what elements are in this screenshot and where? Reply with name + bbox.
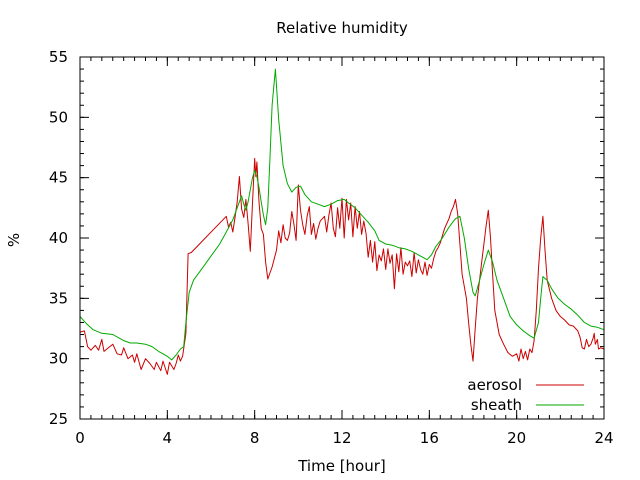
series-line-sheath xyxy=(79,68,605,361)
series-line-aerosol xyxy=(79,157,605,375)
x-tick-label: 24 xyxy=(594,429,613,447)
series-layer xyxy=(79,68,605,375)
y-tick-label: 55 xyxy=(49,48,68,66)
x-tick-label: 8 xyxy=(250,429,260,447)
chart-title: Relative humidity xyxy=(276,19,408,37)
y-tick-label: 30 xyxy=(49,350,68,368)
legend: aerosol sheath xyxy=(467,376,584,414)
x-tick-label: 12 xyxy=(332,429,351,447)
y-tick-label: 45 xyxy=(49,169,68,187)
y-tick-label: 40 xyxy=(49,229,68,247)
x-tick-label: 4 xyxy=(163,429,173,447)
x-tick-label: 20 xyxy=(507,429,526,447)
legend-label-aerosol: aerosol xyxy=(467,376,522,394)
legend-label-sheath: sheath xyxy=(471,396,522,414)
y-tick-label: 35 xyxy=(49,289,68,307)
x-tick-label: 16 xyxy=(420,429,439,447)
y-axis-label: % xyxy=(5,233,23,247)
axis-ticks: 0 4 8 12 16 20 24 25 30 35 40 45 50 55 xyxy=(49,48,614,447)
x-tick-label: 0 xyxy=(75,429,85,447)
plot-frame xyxy=(79,56,605,420)
y-tick-label: 50 xyxy=(49,108,68,126)
y-tick-label: 25 xyxy=(49,410,68,428)
x-axis-label: Time [hour] xyxy=(297,457,386,475)
